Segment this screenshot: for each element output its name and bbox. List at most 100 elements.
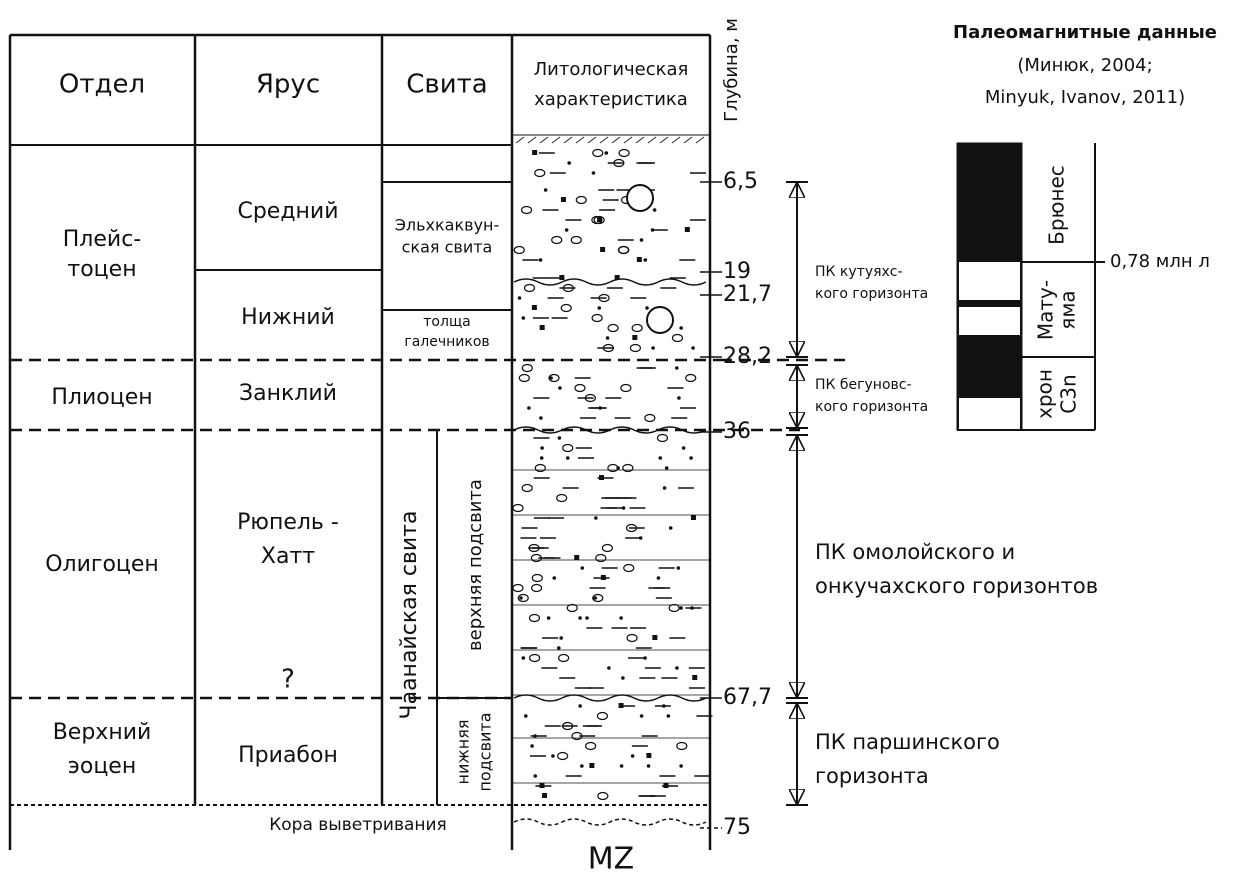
hatch [600,137,608,143]
label: кого горизонта [815,399,928,415]
litho-dot [585,616,589,620]
label: яма [1056,290,1080,329]
litho-dot [675,666,679,670]
litho-grain [589,763,594,768]
label: Свита [406,70,487,100]
litho-pebble [525,285,535,292]
litho-pebble [559,655,569,662]
label: Minyuk, Ivanov, 2011) [985,87,1185,108]
litho-dot [675,366,679,370]
litho-pebble [593,150,603,157]
litho-pebble [602,545,612,552]
hatch [624,137,632,143]
stratigraphic-diagram: 6,51921,728,23667,775ОтделЯрусСвитаЛитол… [0,0,1243,874]
label: эоцен [68,754,136,779]
hatch [564,137,572,143]
litho-dot [677,566,681,570]
litho-dot [551,754,555,758]
litho-dot [640,238,644,242]
litho-pebble [530,655,540,662]
litho-grain [574,555,579,560]
litho-grain [540,325,545,330]
litho-pebble [522,207,532,214]
label: 0,78 млн л [1110,251,1210,272]
litho-dot [552,576,556,580]
litho-dot [594,516,598,520]
hatch [660,137,668,143]
depth-label: 75 [723,815,751,840]
litho-dot [604,151,608,155]
label: Плейс- [63,227,141,252]
label: Кора выветривания [269,815,447,835]
litho-dot [592,171,596,175]
litho-dot [645,306,649,310]
litho-pebble [657,435,667,442]
hatch [576,137,584,143]
litho-grain [600,247,605,252]
litho-pebble [513,505,523,512]
depth-label: 6,5 [723,169,758,194]
litho-grain [685,227,690,232]
litho-pebble [597,713,607,720]
reversed-interval [959,398,1020,430]
label: Верхний [53,720,152,745]
litho-dot [540,456,544,460]
label: Мату- [1034,280,1058,340]
litho-dot [578,704,582,708]
label: Палеомагнитные данные [953,22,1217,43]
litho-dot [620,764,624,768]
label: подсвита [476,712,495,791]
litho-dot [567,161,571,165]
litho-dot [658,456,662,460]
hatch [552,137,560,143]
label: Занклий [239,381,337,406]
litho-dot [682,446,686,450]
litho-dot [565,228,569,232]
label: ПК омолойского и [815,540,1015,564]
litho-dot [643,258,647,262]
litho-grain [691,515,696,520]
litho-pebble [522,365,532,372]
litho-dot [578,616,582,620]
reversed-interval [959,307,1020,335]
litho-dot [679,764,683,768]
litho-grain [663,783,668,788]
label: C3n [1057,374,1081,413]
litho-pebble [513,585,523,592]
litho-dot [679,326,683,330]
unconformity [514,695,706,701]
litho-pebble [514,247,524,254]
label: верхняя подсвита [465,479,486,651]
unconformity [514,279,706,285]
litho-pebble [558,753,568,760]
litho-pebble [529,615,539,622]
label: ПК паршинского [815,730,1000,754]
litho-dot [549,376,553,380]
fe-marker [647,307,673,333]
label: Приабон [238,743,338,768]
label: Брюнес [1045,165,1069,245]
litho-pebble [627,635,637,642]
litho-pebble [557,495,567,502]
label: Отдел [59,70,145,100]
label: ПК бегуновс- [815,377,912,393]
litho-dot [539,258,543,262]
litho-pebble [632,325,642,332]
litho-pebble [624,565,634,572]
label: толща [423,314,470,330]
litho-pebble [535,465,545,472]
label: Хатт [261,544,315,569]
hatch [672,137,680,143]
litho-dot [518,296,522,300]
hatch [696,137,704,143]
litho-dot [524,714,528,718]
litho-pebble [645,415,655,422]
litho-pebble [552,237,562,244]
litho-pebble [608,325,618,332]
litho-pebble [535,170,545,177]
litho-dot [651,346,655,350]
hatch [612,137,620,143]
litho-pebble [630,345,640,352]
litho-dot [533,734,537,738]
litho-dot [557,646,561,650]
